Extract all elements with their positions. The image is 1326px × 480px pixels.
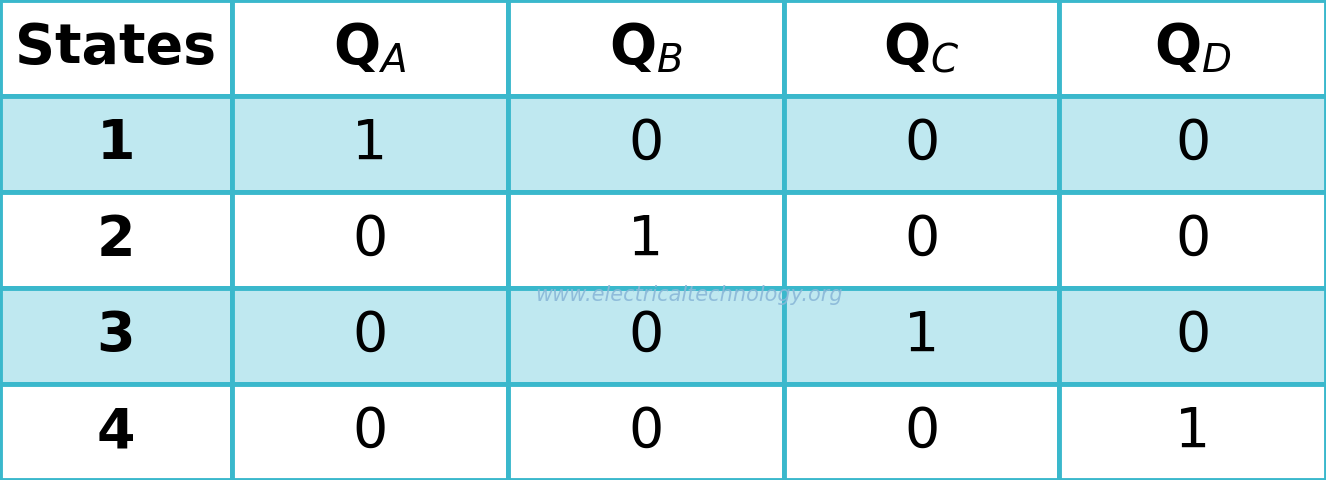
Text: 0: 0 [629,405,663,459]
Bar [1059,288,1326,384]
Bar [0,0,232,96]
Text: 0: 0 [353,213,387,267]
Bar [1059,0,1326,96]
Text: $\mathbf{Q}_{B}$: $\mathbf{Q}_{B}$ [609,21,683,75]
Text: 1: 1 [904,309,939,363]
Bar [784,96,1059,192]
Text: 4: 4 [97,405,135,459]
Bar [1059,96,1326,192]
Bar [508,96,784,192]
Text: 0: 0 [629,309,663,363]
Text: 0: 0 [1175,213,1211,267]
Text: 1: 1 [97,117,135,171]
Bar [232,192,508,288]
Text: 1: 1 [353,117,387,171]
Text: 0: 0 [904,405,939,459]
Bar [784,0,1059,96]
Text: 0: 0 [353,309,387,363]
Bar [0,288,232,384]
Bar [0,384,232,480]
Text: 1: 1 [629,213,663,267]
Text: 0: 0 [629,117,663,171]
Text: 3: 3 [97,309,135,363]
Bar [0,96,232,192]
Bar [1059,384,1326,480]
Text: $\mathbf{Q}_{A}$: $\mathbf{Q}_{A}$ [333,21,407,75]
Text: 0: 0 [1175,309,1211,363]
Bar [0,192,232,288]
Text: States: States [16,21,216,75]
Bar [508,0,784,96]
Bar [232,0,508,96]
Bar [508,192,784,288]
Bar [232,96,508,192]
Bar [784,192,1059,288]
Bar [508,384,784,480]
Bar [784,384,1059,480]
Bar [1059,192,1326,288]
Text: $\mathbf{Q}_{C}$: $\mathbf{Q}_{C}$ [883,21,960,75]
Text: 0: 0 [1175,117,1211,171]
Text: $\mathbf{Q}_{D}$: $\mathbf{Q}_{D}$ [1154,21,1232,75]
Text: 0: 0 [904,117,939,171]
Text: 1: 1 [1175,405,1211,459]
Text: 2: 2 [97,213,135,267]
Bar [508,288,784,384]
Bar [232,384,508,480]
Text: www.electricaltechnology.org: www.electricaltechnology.org [536,285,843,305]
Text: 0: 0 [904,213,939,267]
Text: 0: 0 [353,405,387,459]
Bar [784,288,1059,384]
Bar [232,288,508,384]
